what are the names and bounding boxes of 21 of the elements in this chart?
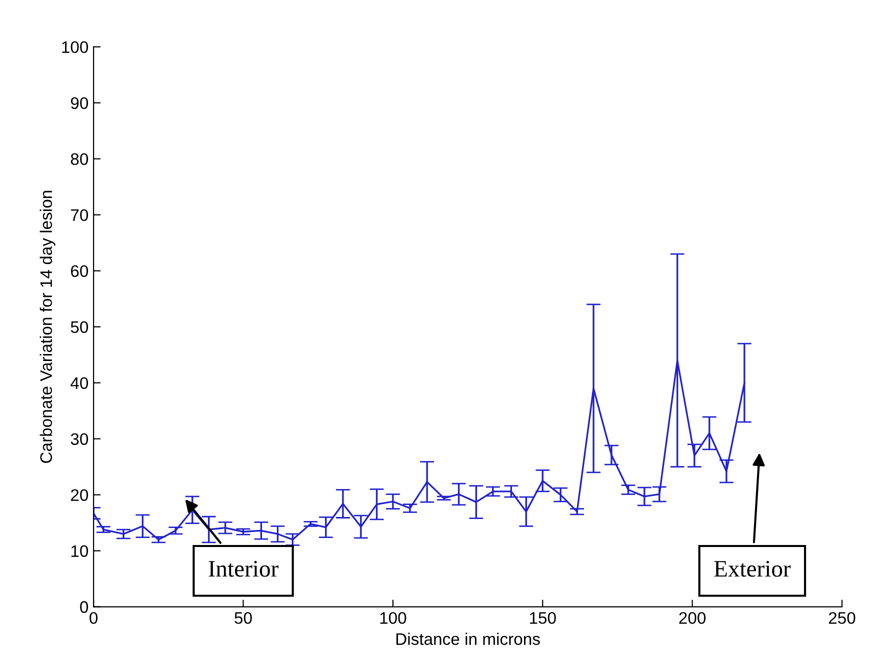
- x-tick-label: 0: [90, 612, 98, 624]
- y-tick-label: 100: [62, 41, 88, 54]
- annotation: Exterior: [714, 560, 791, 577]
- y-tick-label: 70: [71, 209, 88, 222]
- x-tick-label: 250: [828, 612, 856, 624]
- y-tick-label: 40: [70, 377, 88, 390]
- x-tick-label: 200: [679, 612, 706, 624]
- y-tick-label: 10: [71, 545, 88, 557]
- y-tick-label: 0: [80, 601, 88, 613]
- y-tick-label: 20: [70, 489, 88, 501]
- y-tick-label: 60: [71, 265, 88, 278]
- y-tick-label: 30: [70, 433, 88, 445]
- x-tick-label: 50: [234, 612, 252, 624]
- y-tick-label: 80: [70, 153, 88, 166]
- x-tick-label: 150: [530, 612, 556, 624]
- y-tick-label: 50: [70, 321, 88, 334]
- x-tick-label: 100: [380, 612, 406, 624]
- y-axis-title: Carbonate Variation for 14 day lesion: [40, 190, 56, 463]
- y-tick-label: 90: [70, 97, 88, 110]
- annotation: Interior: [208, 560, 278, 577]
- x-axis-title: Distance in microns: [396, 632, 540, 645]
